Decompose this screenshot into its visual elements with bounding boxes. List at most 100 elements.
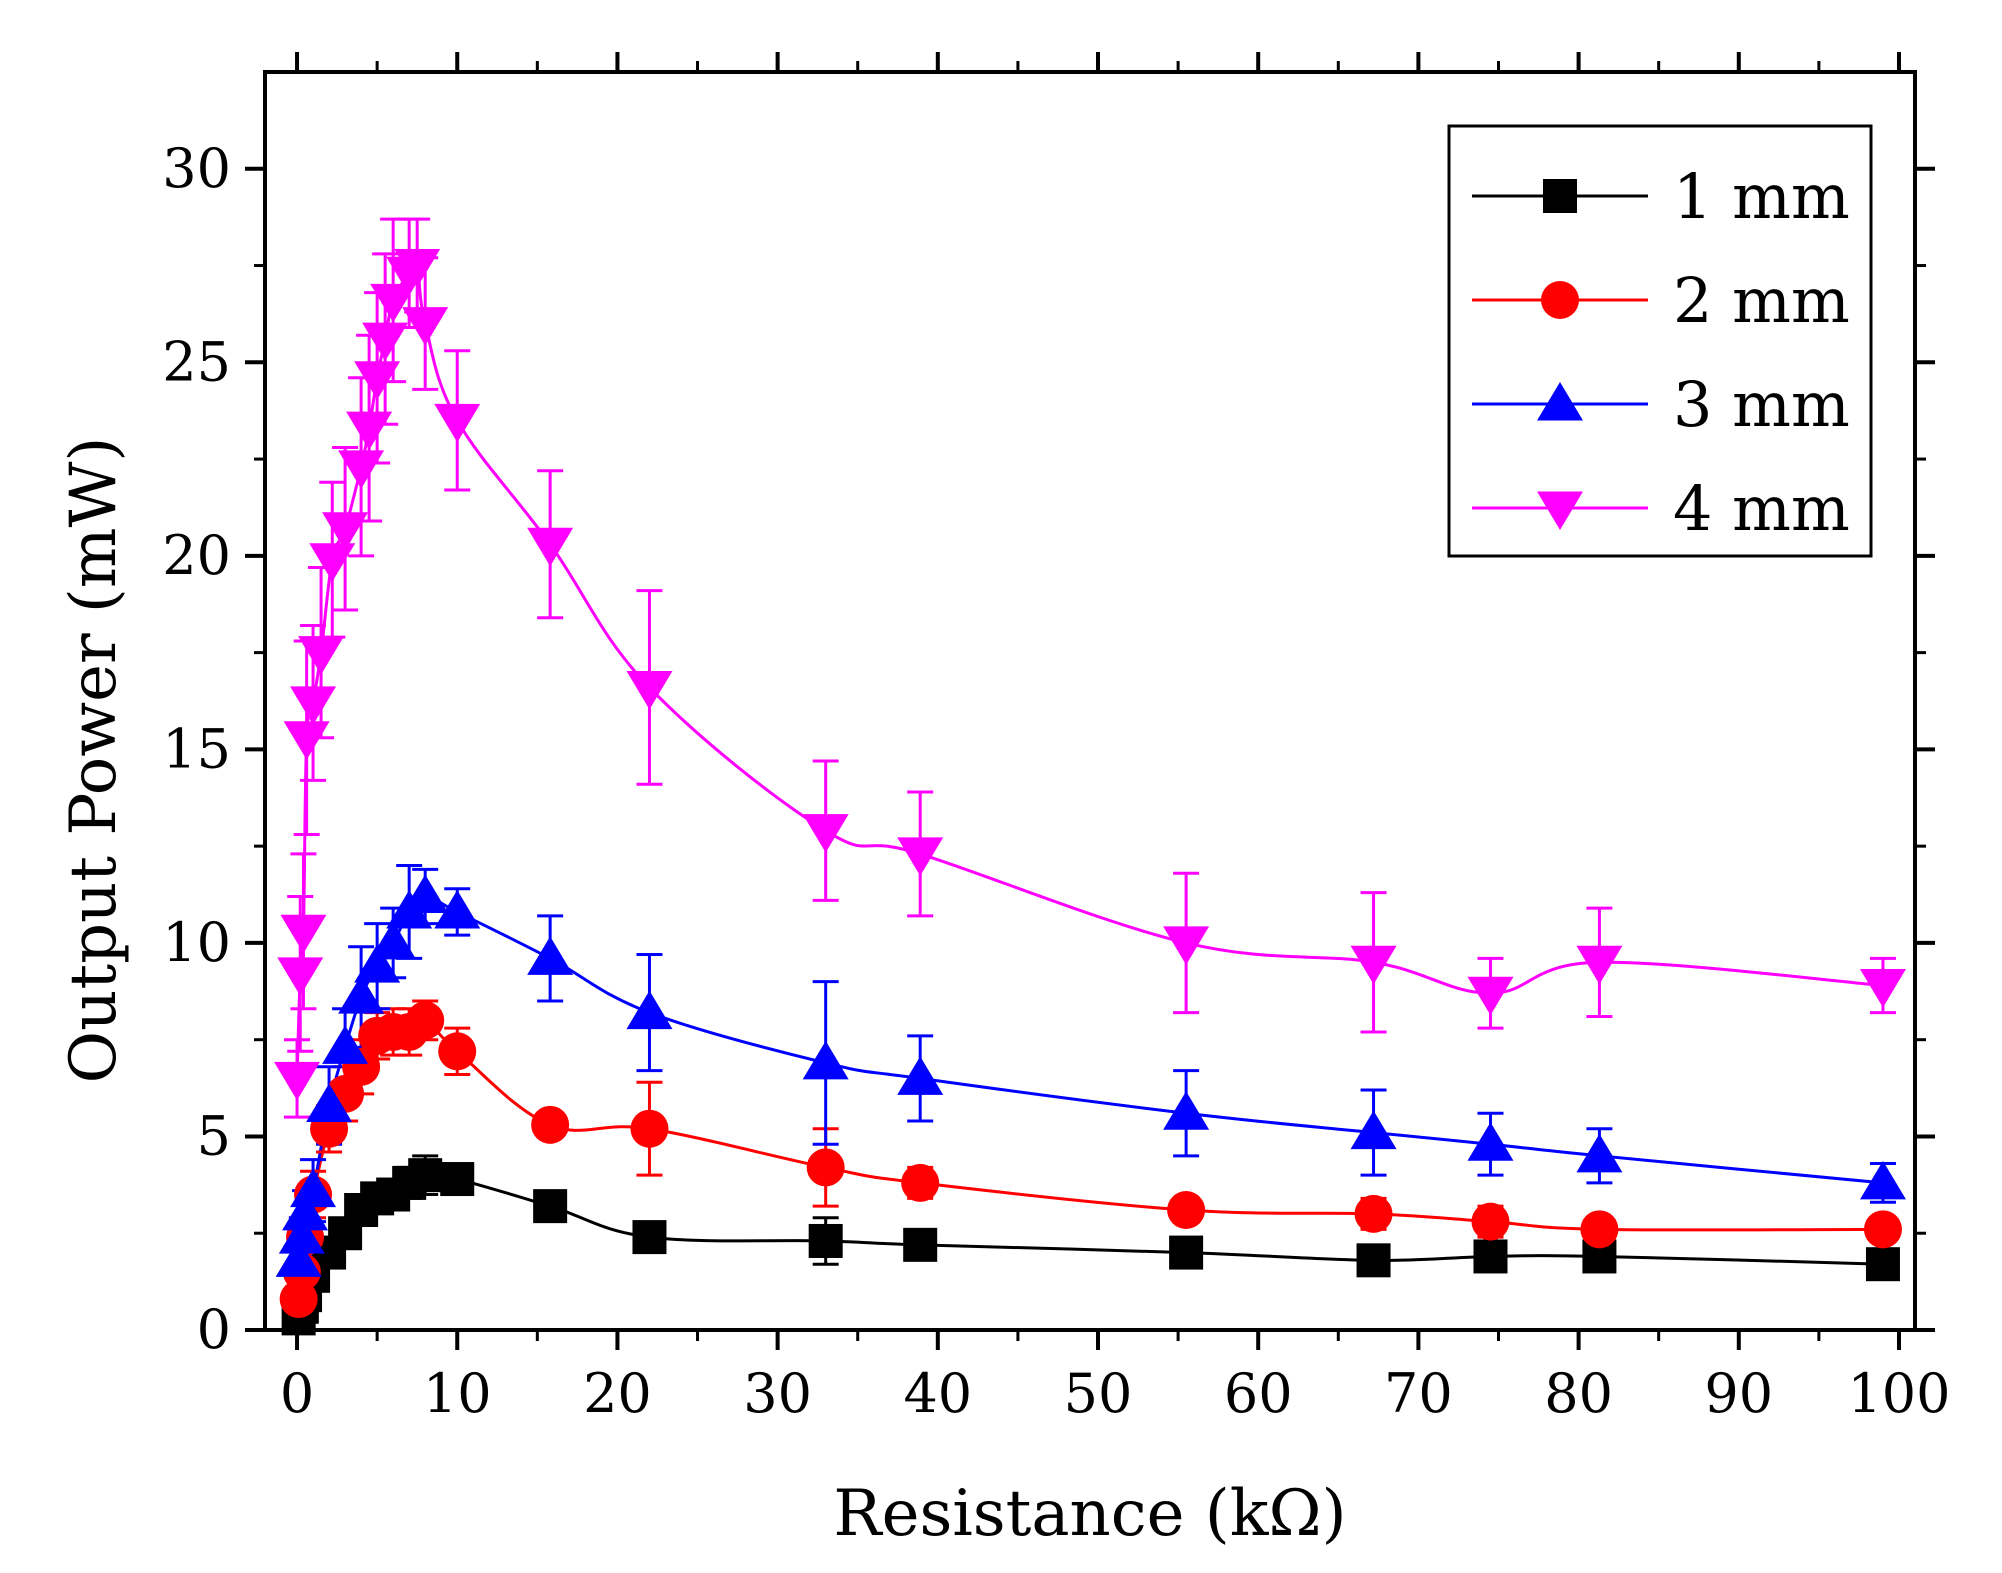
data-point [531, 1105, 570, 1144]
data-point [306, 1083, 353, 1122]
data-point [440, 1162, 475, 1197]
data-point [1859, 969, 1906, 1008]
data-point [1576, 1133, 1623, 1173]
x-tick-label: 50 [1064, 1362, 1133, 1425]
legend-label: 4 mm [1673, 472, 1850, 545]
legend: 1 mm 2 mm 3 mm 4 mm [1447, 124, 1873, 558]
data-point [283, 721, 330, 760]
y-tick-label: 15 [162, 717, 231, 780]
data-point [406, 1001, 445, 1040]
data-point [897, 837, 944, 876]
y-axis-label: Output Power (mW) [57, 437, 131, 1084]
data-point [1863, 1210, 1902, 1249]
data-point [290, 1168, 337, 1208]
data-point [527, 936, 574, 975]
data-point [402, 874, 449, 913]
data-point [274, 1061, 321, 1101]
data-point [282, 1191, 329, 1231]
data-point [1350, 1110, 1397, 1150]
x-tick-label: 90 [1704, 1362, 1773, 1425]
data-point [1467, 1122, 1514, 1161]
data-point [338, 450, 385, 489]
data-point [434, 889, 481, 929]
data-point [277, 957, 324, 996]
data-point [1865, 1247, 1900, 1282]
data-point [1473, 1239, 1508, 1274]
data-point [346, 411, 393, 451]
data-point [903, 1227, 938, 1262]
y-tick-label: 5 [197, 1104, 231, 1167]
legend-label: 2 mm [1673, 264, 1850, 337]
plot-area-frame [263, 70, 1917, 1332]
data-point [626, 670, 673, 710]
data-point [322, 1025, 369, 1064]
axis-tick-labels: 0 10 20 30 40 50 60 70 80 90 100 0 5 10 15 20 25 30 [162, 137, 1950, 1425]
data-point [434, 403, 481, 443]
data-point [338, 975, 385, 1014]
y-tick-label: 25 [162, 330, 231, 393]
x-tick-label: 0 [280, 1362, 314, 1425]
x-tick-label: 10 [423, 1362, 492, 1425]
data-point [402, 307, 449, 346]
data-point [278, 1215, 325, 1254]
x-tick-label: 30 [743, 1362, 812, 1425]
legend-marker [1537, 382, 1583, 421]
legend-marker [1541, 281, 1579, 319]
data-point [897, 1056, 944, 1095]
data-point [533, 1189, 568, 1224]
data-point [394, 249, 441, 288]
y-tick-label: 10 [162, 911, 231, 974]
data-point [280, 914, 327, 954]
data-point [290, 686, 337, 725]
data-point [370, 920, 417, 960]
data-point [1580, 1210, 1619, 1249]
data-point [354, 944, 401, 983]
y-tick-label: 0 [197, 1298, 231, 1361]
data-point [806, 1148, 845, 1187]
data-point [322, 512, 369, 551]
data-point [275, 1238, 322, 1277]
x-tick-label: 20 [583, 1362, 652, 1425]
x-tick-label: 60 [1224, 1362, 1293, 1425]
x-tick-label: 70 [1384, 1362, 1453, 1425]
x-tick-label: 40 [903, 1362, 972, 1425]
data-point [1167, 1191, 1206, 1230]
y-tick-label: 20 [162, 524, 231, 587]
data-point [1354, 1194, 1393, 1233]
data-point [626, 990, 673, 1030]
data-point [1471, 1202, 1510, 1241]
data-point [408, 1158, 443, 1193]
data-point [354, 361, 401, 400]
legend-marker [1537, 491, 1583, 530]
data-point [1576, 945, 1623, 985]
x-axis-label: Resistance (kΩ) [833, 1477, 1346, 1551]
data-point [362, 322, 409, 362]
data-point [1859, 1160, 1906, 1200]
data-point [1169, 1235, 1204, 1270]
data-point [1163, 1091, 1210, 1130]
data-point [298, 636, 345, 675]
axis-ticks [245, 52, 1935, 1350]
legend-label: 3 mm [1673, 368, 1850, 441]
legend-label: 1 mm [1673, 160, 1850, 233]
data-point [1163, 926, 1210, 965]
data-point [309, 543, 356, 582]
data-markers [274, 249, 1906, 1336]
data-point [527, 527, 574, 567]
legend-marker [1543, 179, 1577, 213]
data-point [1467, 976, 1514, 1016]
legend-box [1447, 124, 1873, 558]
data-point [438, 1032, 477, 1071]
data-point [1356, 1243, 1391, 1278]
data-point [632, 1220, 667, 1255]
y-tick-label: 30 [162, 137, 231, 200]
data-point [1350, 945, 1397, 985]
x-tick-label: 80 [1544, 1362, 1613, 1425]
data-point [802, 1040, 849, 1080]
data-point [808, 1223, 843, 1258]
data-point [901, 1163, 940, 1202]
data-point [630, 1109, 669, 1148]
data-point [802, 814, 849, 853]
x-tick-label: 100 [1847, 1362, 1950, 1425]
